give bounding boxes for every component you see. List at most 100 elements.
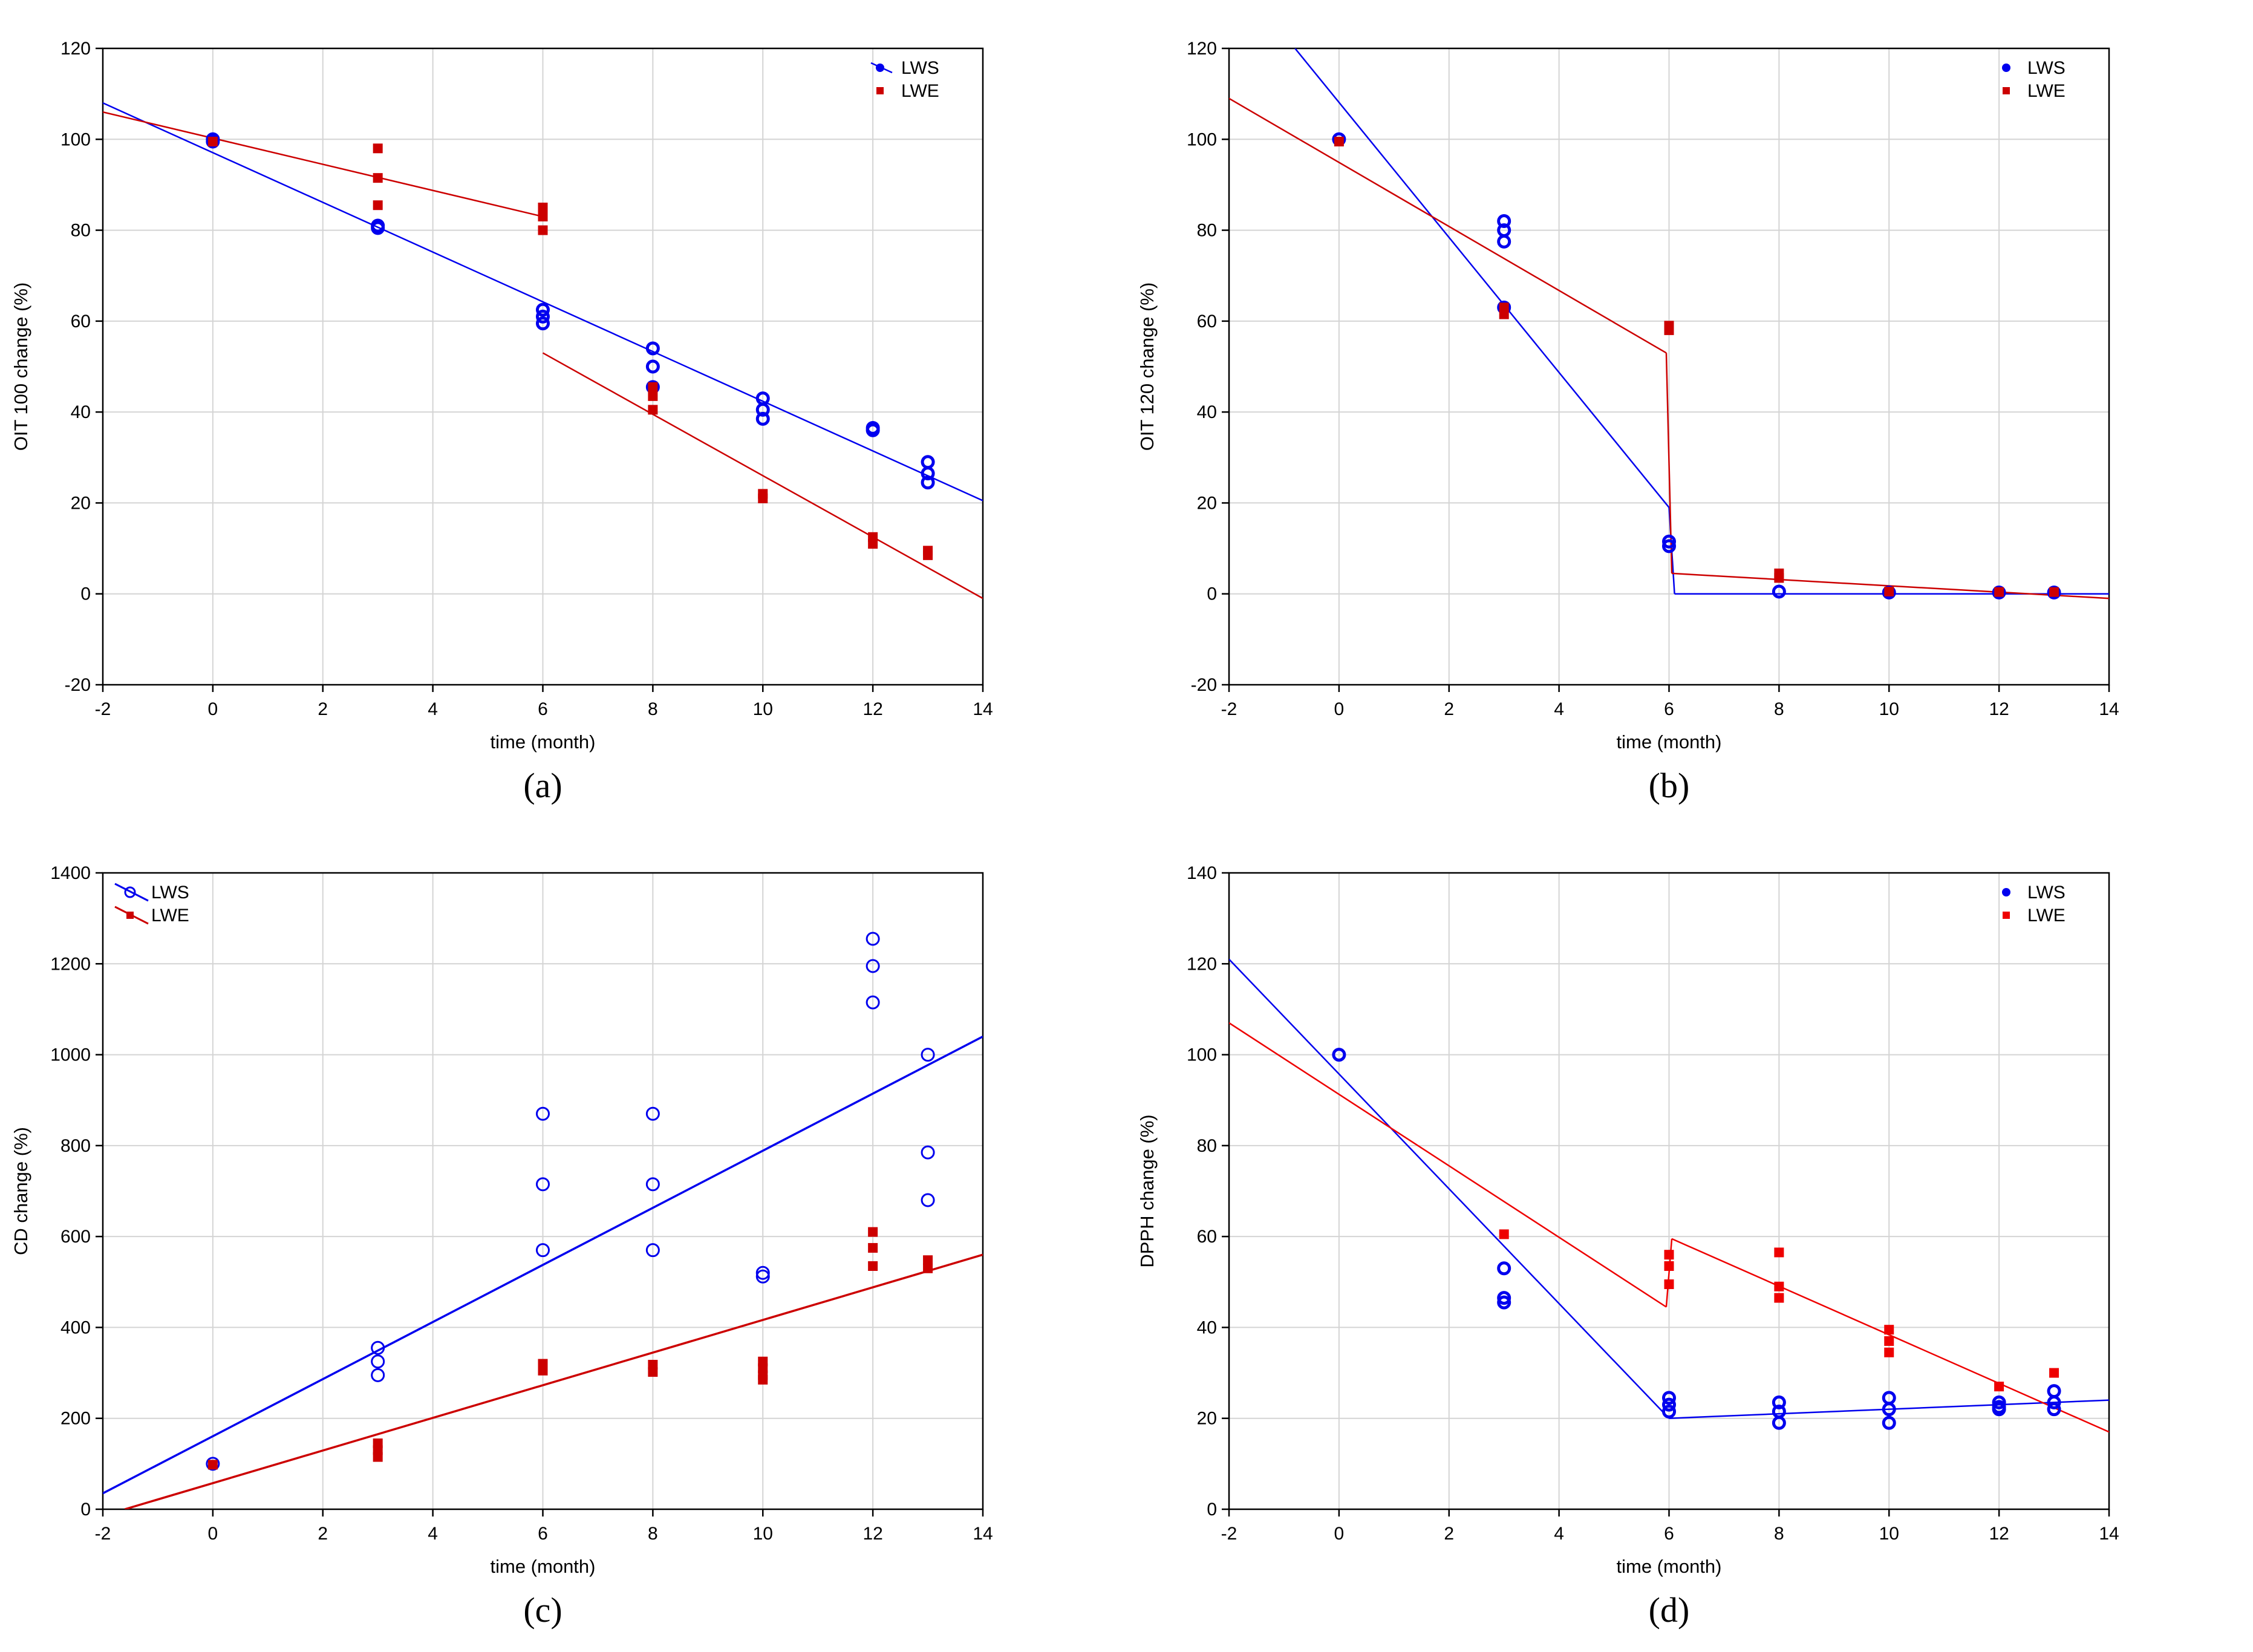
legend: LWS LWE bbox=[114, 883, 189, 926]
data-point-lwe bbox=[373, 1452, 383, 1462]
fit-line-lwe bbox=[1229, 1022, 1667, 1308]
plot-area bbox=[103, 102, 983, 599]
x-tick-label: 10 bbox=[753, 699, 773, 719]
fit-line-lwe bbox=[103, 111, 543, 218]
x-tick-label: 4 bbox=[1554, 1524, 1564, 1544]
chart-panel-c: -2 0 2 4 6 8 10 12 14 0 200 400 600 800 1000 1200 1400 ti… bbox=[0, 824, 1126, 1652]
data-point-lws bbox=[2047, 1402, 2061, 1417]
data-point-lwe bbox=[758, 489, 768, 499]
data-point-lwe bbox=[648, 1367, 658, 1377]
panel-caption: (b) bbox=[1649, 766, 1690, 805]
legend-marker-lwe bbox=[2003, 87, 2010, 94]
y-axis-title: OIT 100 change (%) bbox=[10, 282, 31, 451]
data-point-lws bbox=[866, 959, 880, 973]
points-lwe bbox=[207, 137, 933, 560]
legend: LWS LWE bbox=[2002, 883, 2066, 926]
x-tick-label: 8 bbox=[1774, 1524, 1784, 1544]
data-point-lws bbox=[1772, 1395, 1786, 1409]
x-axis-title: time (month) bbox=[1617, 1556, 1722, 1577]
x-tick-label: 12 bbox=[1989, 1524, 2009, 1544]
legend-line-lws bbox=[114, 883, 149, 902]
data-point-lwe bbox=[648, 1360, 658, 1370]
data-point-lws bbox=[371, 218, 385, 233]
data-point-lwe bbox=[1499, 1229, 1509, 1239]
y-tick-label: 1000 bbox=[50, 1045, 91, 1065]
fit-line-lwe bbox=[124, 1253, 983, 1509]
data-point-lws bbox=[645, 1106, 660, 1121]
data-point-lws bbox=[755, 411, 770, 426]
data-point-lwe bbox=[1774, 1281, 1784, 1291]
panel-caption: (a) bbox=[523, 766, 562, 805]
legend-marker-lws bbox=[124, 886, 136, 898]
panel-caption: (c) bbox=[523, 1590, 562, 1630]
y-tick-label: 80 bbox=[1197, 221, 1217, 241]
x-tick-label: 0 bbox=[208, 1524, 218, 1544]
y-tick-label: 200 bbox=[60, 1409, 91, 1429]
y-tick-label: 120 bbox=[60, 39, 91, 59]
y-tick-label: 140 bbox=[1187, 863, 1217, 883]
x-tick-label: 2 bbox=[318, 699, 328, 719]
fit-line-lws bbox=[103, 1035, 983, 1495]
data-point-lws bbox=[1662, 1391, 1676, 1405]
x-tick-label: -2 bbox=[95, 1524, 111, 1544]
legend-marker-lws bbox=[2002, 888, 2010, 896]
x-tick-label: 12 bbox=[862, 1524, 882, 1544]
fit-line-lws bbox=[103, 102, 983, 501]
y-tick-label: 100 bbox=[60, 129, 91, 149]
series-lwe bbox=[124, 1253, 983, 1509]
data-point-lwe bbox=[373, 143, 383, 154]
chart-panel-b: -2 0 2 4 6 8 10 12 14 -20 0 20 40 60 80 100 120 time (mon… bbox=[1126, 0, 2252, 828]
grid bbox=[1229, 48, 2109, 685]
x-tick-label: 10 bbox=[1879, 1524, 1899, 1544]
y-tick-label: 0 bbox=[1207, 1500, 1217, 1520]
points-lwe bbox=[207, 1227, 933, 1470]
data-point-lwe bbox=[648, 382, 658, 392]
x-tick-label: 10 bbox=[753, 1524, 773, 1544]
plot-area bbox=[103, 932, 983, 1509]
data-point-lws bbox=[371, 1368, 385, 1382]
y-tick-label: 100 bbox=[1187, 129, 1217, 149]
x-tick-label: 2 bbox=[1444, 1524, 1454, 1544]
x-tick-label: 12 bbox=[862, 699, 882, 719]
x-tick-label: -2 bbox=[1221, 1524, 1237, 1544]
data-point-lwe bbox=[868, 1242, 878, 1253]
data-point-lws bbox=[2047, 1384, 2061, 1399]
data-point-lws bbox=[866, 420, 880, 435]
y-tick-label: 1400 bbox=[50, 863, 91, 883]
legend: LWS LWE bbox=[870, 58, 939, 101]
data-point-lws bbox=[921, 1193, 935, 1207]
data-point-lws bbox=[371, 1340, 385, 1355]
data-point-lws bbox=[755, 391, 770, 406]
fit-line-lws bbox=[1229, 958, 1670, 1419]
data-point-lwe bbox=[538, 212, 548, 222]
data-point-lws bbox=[1772, 1415, 1786, 1430]
data-point-lwe bbox=[868, 1261, 878, 1271]
points-lws bbox=[206, 132, 935, 490]
data-point-lwe bbox=[1664, 321, 1674, 331]
data-point-lws bbox=[2047, 1395, 2061, 1409]
legend-label-lws: LWS bbox=[2027, 58, 2066, 78]
data-point-lws bbox=[755, 1269, 770, 1284]
data-point-lws bbox=[921, 1048, 935, 1062]
data-point-lwe bbox=[923, 546, 933, 556]
data-point-lwe bbox=[207, 137, 218, 147]
data-point-lwe bbox=[868, 532, 878, 542]
data-point-lwe bbox=[1884, 1325, 1894, 1335]
data-point-lws bbox=[1882, 1415, 1896, 1430]
x-tick-label: 2 bbox=[1444, 699, 1454, 719]
data-point-lws bbox=[1662, 1404, 1676, 1419]
x-axis-title: time (month) bbox=[1617, 731, 1722, 753]
x-tick-label: -2 bbox=[95, 699, 111, 719]
data-point-lwe bbox=[868, 1227, 878, 1237]
x-tick-label: 14 bbox=[2099, 1524, 2119, 1544]
data-point-lwe bbox=[2049, 1368, 2059, 1378]
y-tick-label: 100 bbox=[1187, 1045, 1217, 1065]
plot-area bbox=[1229, 48, 2109, 599]
data-point-lws bbox=[1497, 1261, 1511, 1276]
legend-label-lwe: LWE bbox=[2027, 81, 2066, 101]
grid bbox=[103, 873, 983, 1509]
